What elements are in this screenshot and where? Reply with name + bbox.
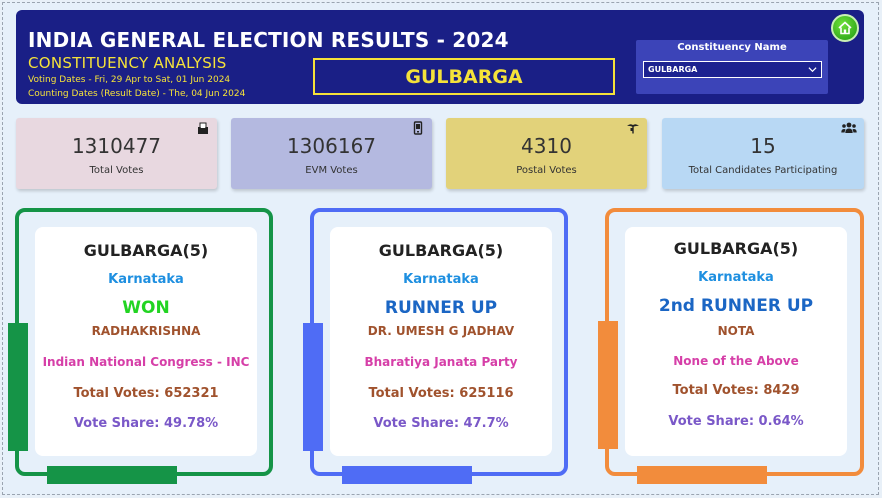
card-vote-share: Vote Share: 47.7% — [373, 416, 509, 431]
counting-dates: Counting Dates (Result Date) - The, 04 J… — [28, 89, 246, 99]
card-vote-share: Vote Share: 0.64% — [668, 414, 804, 429]
home-button[interactable] — [831, 14, 859, 42]
card-state: Karnataka — [698, 270, 774, 285]
card-vote-share: Vote Share: 49.78% — [73, 416, 219, 431]
kpi-card-evm-votes: 1306167 EVM Votes — [231, 118, 432, 189]
card-total-votes: Total Votes: 652321 — [73, 386, 219, 401]
card-accent-bar-bottom — [47, 466, 177, 484]
card-constituency: GULBARGA(5) — [673, 239, 799, 258]
constituency-slicer: Constituency Name GULBARGA — [636, 40, 828, 94]
card-constituency: GULBARGA(5) — [83, 241, 209, 260]
card-status: RUNNER UP — [384, 298, 498, 318]
result-card-winner-body: GULBARGA(5) Karnataka WON RADHAKRISHNA I… — [35, 227, 257, 456]
slicer-label: Constituency Name — [677, 42, 787, 53]
card-party: Bharatiya Janata Party — [364, 355, 518, 369]
dropdown-selected-value: GULBARGA — [648, 65, 698, 74]
card-candidate: RADHAKRISHNA — [91, 324, 201, 338]
kpi-value: 1306167 — [286, 134, 377, 158]
kpi-value: 4310 — [521, 134, 572, 158]
kpi-label: EVM Votes — [305, 165, 358, 176]
result-card-runner-up-body: GULBARGA(5) Karnataka RUNNER UP DR. UMES… — [330, 227, 552, 456]
people-icon — [841, 122, 857, 133]
card-accent-bar-bottom — [342, 466, 472, 484]
card-state: Karnataka — [108, 272, 184, 287]
kpi-card-total-votes: 1310477 Total Votes — [16, 118, 217, 189]
card-party: Indian National Congress - INC — [42, 355, 250, 369]
result-card-second-runner-up-body: GULBARGA(5) Karnataka 2nd RUNNER UP NOTA… — [625, 227, 847, 456]
card-status: 2nd RUNNER UP — [658, 296, 814, 316]
card-state: Karnataka — [403, 272, 479, 287]
kpi-label: Postal Votes — [516, 165, 577, 176]
card-total-votes: Total Votes: 8429 — [672, 383, 800, 398]
kpi-label: Total Candidates Participating — [688, 165, 838, 176]
kpi-label: Total Votes — [89, 165, 144, 176]
constituency-display: GULBARGA — [313, 58, 615, 95]
card-constituency: GULBARGA(5) — [378, 241, 504, 260]
constituency-display-text: GULBARGA — [405, 65, 523, 88]
card-status: WON — [122, 298, 170, 318]
voting-dates: Voting Dates - Fri, 29 Apr to Sat, 01 Ju… — [28, 75, 231, 85]
kpi-value: 15 — [750, 134, 776, 158]
header-banner: INDIA GENERAL ELECTION RESULTS - 2024 CO… — [16, 10, 864, 104]
card-total-votes: Total Votes: 625116 — [368, 386, 514, 401]
kpi-card-total-candidates: 15 Total Candidates Participating — [662, 118, 864, 189]
page-title: INDIA GENERAL ELECTION RESULTS - 2024 — [28, 28, 509, 52]
ballot-box-icon — [198, 122, 208, 134]
evm-device-icon — [413, 121, 423, 135]
card-party: None of the Above — [673, 354, 799, 368]
card-accent-bar-bottom — [637, 466, 767, 484]
kpi-value: 1310477 — [71, 134, 162, 158]
constituency-dropdown[interactable]: GULBARGA — [643, 61, 822, 78]
postal-icon — [627, 124, 639, 134]
card-candidate: DR. UMESH G JADHAV — [367, 324, 515, 338]
page-subtitle: CONSTITUENCY ANALYSIS — [28, 54, 227, 72]
kpi-card-postal-votes: 4310 Postal Votes — [446, 118, 647, 189]
chevron-down-icon — [808, 67, 817, 73]
home-icon — [838, 21, 852, 35]
card-candidate: NOTA — [717, 324, 755, 338]
